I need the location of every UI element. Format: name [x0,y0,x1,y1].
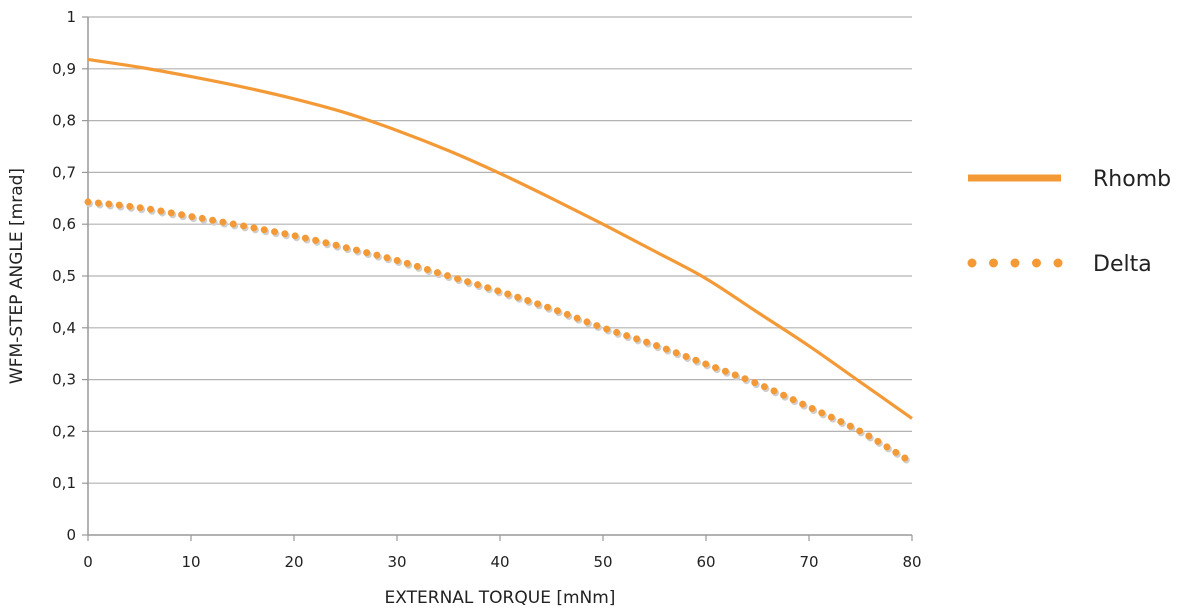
x-tick-label: 40 [490,553,509,571]
x-tick-label: 60 [696,553,715,571]
y-axis-title: WFM-STEP ANGLE [mrad] [7,168,27,384]
y-tick-label: 0,6 [52,215,76,233]
y-tick-label: 0,4 [52,319,76,337]
y-tick-label: 0,8 [52,112,76,130]
legend-label-rhomb: Rhomb [1093,167,1171,192]
y-tick-label: 0,3 [52,371,76,389]
y-tick-label: 0,2 [52,422,76,440]
y-tick-label: 1 [66,8,76,26]
series-delta-line [84,198,916,466]
y-tick-label: 0,7 [52,163,76,181]
y-tick-label: 0,1 [52,474,76,492]
legend-label-delta: Delta [1093,252,1152,277]
x-tick-label: 80 [902,553,921,571]
x-tick-label: 10 [181,553,200,571]
x-tick-label: 30 [387,553,406,571]
x-ticks: 0 10 20 30 40 50 60 70 80 [83,535,922,571]
x-tick-label: 50 [593,553,612,571]
y-tick-label: 0 [66,526,76,544]
y-tick-label: 0,5 [52,267,76,285]
plot-area [84,57,917,468]
x-tick-label: 70 [799,553,818,571]
gridlines [88,16,912,484]
legend: Rhomb Delta [967,167,1171,277]
x-tick-label: 0 [83,553,93,571]
series-rhomb-line [87,57,913,420]
x-tick-label: 20 [284,553,303,571]
y-tick-label: 0,9 [52,60,76,78]
x-axis-title: EXTERNAL TORQUE [mNm] [385,588,616,608]
y-ticks: 0 0,1 0,2 0,3 0,4 0,5 0,6 0,7 0,8 0,9 1 [52,8,88,544]
